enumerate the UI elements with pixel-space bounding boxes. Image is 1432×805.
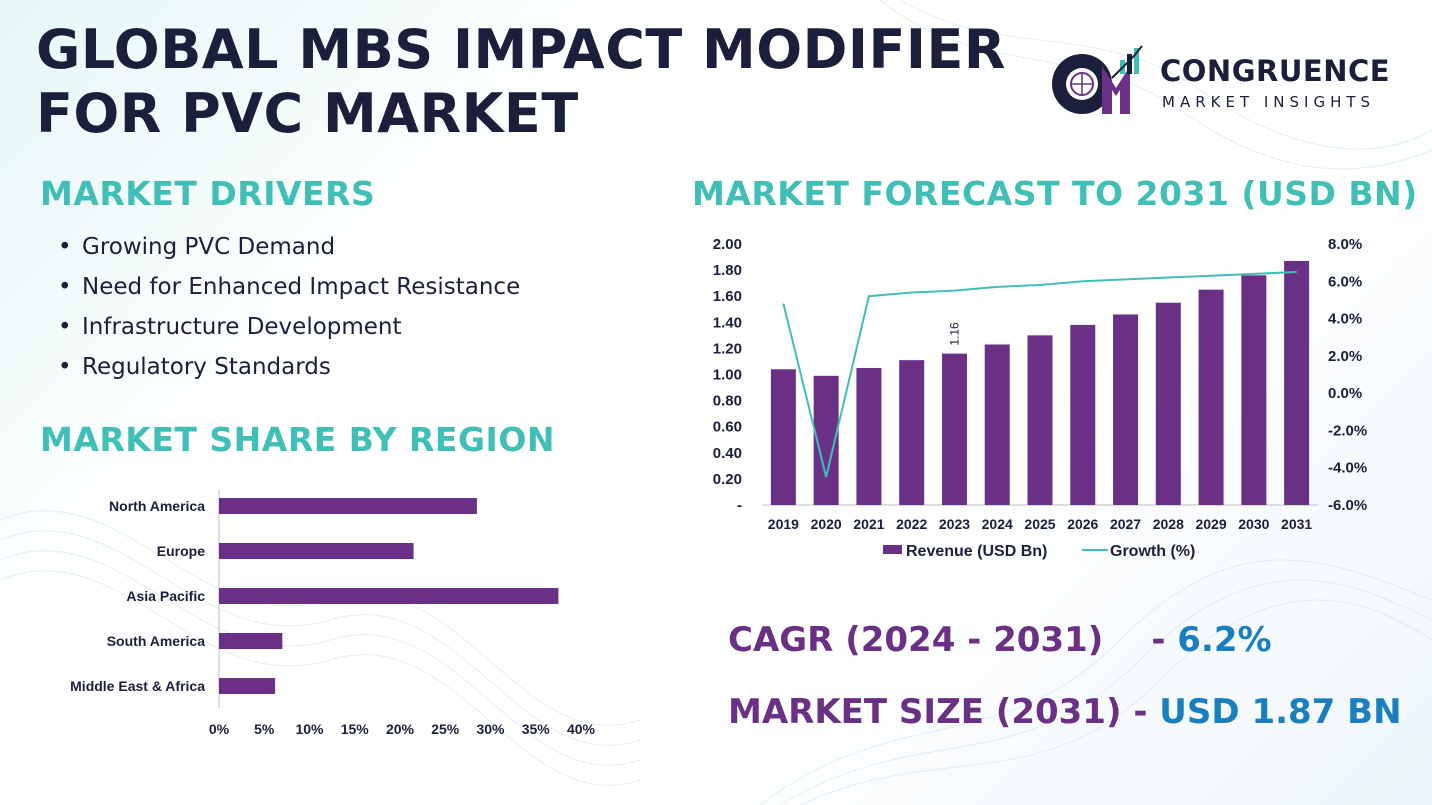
bullet-icon: • xyxy=(58,234,72,260)
region-bar xyxy=(219,498,477,514)
x-tick-label: 2029 xyxy=(1195,516,1226,532)
left-tick-label: 2.00 xyxy=(713,236,742,253)
list-item: • Growing PVC Demand xyxy=(58,232,520,272)
drivers-list: • Growing PVC Demand • Need for Enhanced I… xyxy=(58,232,520,392)
region-bar xyxy=(219,633,283,649)
right-tick-label: 8.0% xyxy=(1328,236,1362,253)
x-tick-label: 2023 xyxy=(939,516,970,532)
driver-text: Regulatory Standards xyxy=(82,354,331,380)
cagr-separator: - xyxy=(1151,620,1178,660)
x-tick-label: 2022 xyxy=(896,516,927,532)
x-tick-label: 2031 xyxy=(1281,516,1312,532)
x-tick-label: 2025 xyxy=(1024,516,1055,532)
legend-swatch-revenue xyxy=(883,545,902,554)
region-bar xyxy=(219,588,559,604)
x-tick-label: 2021 xyxy=(853,516,884,532)
region-bar xyxy=(219,678,276,694)
bullet-icon: • xyxy=(58,354,72,380)
market-size-value: USD 1.87 BN xyxy=(1159,692,1402,732)
revenue-bar xyxy=(856,367,882,505)
x-tick-label: 20% xyxy=(386,721,415,737)
revenue-bar xyxy=(770,369,796,505)
left-tick-label: 0.80 xyxy=(713,393,742,410)
revenue-bar xyxy=(1027,335,1053,505)
left-tick-label: 0.60 xyxy=(713,419,742,436)
x-tick-label: 5% xyxy=(254,721,275,737)
forecast-heading: MARKET FORECAST TO 2031 (USD BN) xyxy=(692,174,1418,213)
right-tick-label: -4.0% xyxy=(1328,460,1367,477)
x-tick-label: 2026 xyxy=(1067,516,1098,532)
revenue-bar xyxy=(1198,289,1224,505)
right-tick-label: -6.0% xyxy=(1328,497,1367,514)
x-tick-label: 2019 xyxy=(768,516,799,532)
bullet-icon: • xyxy=(58,314,72,340)
region-label: Middle East & Africa xyxy=(70,678,205,694)
left-tick-label: 1.00 xyxy=(713,367,742,384)
logo-subtitle: MARKET INSIGHTS xyxy=(1162,93,1376,111)
x-tick-label: 40% xyxy=(567,721,596,737)
cagr-value: 6.2% xyxy=(1177,620,1272,660)
cagr-label: CAGR (2024 - 2031) xyxy=(728,620,1104,660)
region-bar xyxy=(219,543,414,559)
x-tick-label: 35% xyxy=(522,721,551,737)
x-tick-label: 2020 xyxy=(811,516,842,532)
x-tick-label: 2027 xyxy=(1110,516,1141,532)
revenue-bar xyxy=(1113,314,1139,505)
x-tick-label: 10% xyxy=(295,721,324,737)
right-tick-label: 4.0% xyxy=(1328,311,1362,328)
left-tick-label: 1.80 xyxy=(713,262,742,279)
x-tick-label: 0% xyxy=(209,721,230,737)
driver-text: Need for Enhanced Impact Resistance xyxy=(82,274,521,300)
left-tick-label: 1.60 xyxy=(713,288,742,305)
growth-line xyxy=(782,270,1297,478)
region-share-chart: North America Europe Asia Pacific South Ame… xyxy=(70,490,596,737)
list-item: • Need for Enhanced Impact Resistance xyxy=(58,272,520,312)
drivers-heading: MARKET DRIVERS xyxy=(40,174,376,213)
x-tick-label: 25% xyxy=(431,721,460,737)
driver-text: Infrastructure Development xyxy=(82,314,402,340)
region-heading: MARKET SHARE BY REGION xyxy=(40,420,555,459)
market-size-label: MARKET SIZE (2031) xyxy=(728,692,1122,732)
x-tick-label: 30% xyxy=(476,721,505,737)
cagr-stat: CAGR (2024 - 2031) - 6.2% xyxy=(728,620,1272,660)
page-title: GLOBAL MBS IMPACT MODIFIER FOR PVC MARKE… xyxy=(36,18,1006,145)
right-tick-label: 6.0% xyxy=(1328,273,1362,290)
market-size-stat: MARKET SIZE (2031) - USD 1.87 BN xyxy=(728,692,1402,732)
x-tick-label: 15% xyxy=(341,721,370,737)
revenue-bar xyxy=(1241,275,1267,505)
region-label: North America xyxy=(109,498,205,514)
left-tick-label: 1.40 xyxy=(713,314,742,331)
company-logo: CONGRUENCE MARKET INSIGHTS xyxy=(1046,44,1406,120)
logo-name: CONGRUENCE xyxy=(1160,54,1391,88)
legend-label-revenue: Revenue (USD Bn) xyxy=(906,543,1047,560)
right-tick-label: 2.0% xyxy=(1328,348,1362,365)
left-tick-label: 0.40 xyxy=(713,445,742,462)
x-tick-label: 2028 xyxy=(1153,516,1184,532)
revenue-bar xyxy=(984,344,1010,505)
x-tick-label: 2024 xyxy=(982,516,1013,532)
right-tick-label: -2.0% xyxy=(1328,422,1367,439)
data-label: 1.16 xyxy=(947,322,961,346)
x-tick-label: 2030 xyxy=(1238,516,1269,532)
region-label: Europe xyxy=(157,543,205,559)
list-item: • Regulatory Standards xyxy=(58,352,520,392)
revenue-bar xyxy=(1155,302,1181,505)
revenue-bar xyxy=(899,360,925,505)
logo-mark-icon xyxy=(1052,45,1143,114)
left-tick-label: 0.20 xyxy=(713,471,742,488)
legend-label-growth: Growth (%) xyxy=(1110,543,1195,560)
left-tick-label: 1.20 xyxy=(713,340,742,357)
bullet-icon: • xyxy=(58,274,72,300)
region-label: South America xyxy=(107,633,205,649)
list-item: • Infrastructure Development xyxy=(58,312,520,352)
revenue-bar xyxy=(1070,324,1096,505)
right-tick-label: 0.0% xyxy=(1328,385,1362,402)
market-size-separator: - xyxy=(1121,692,1160,732)
forecast-chart: - 0.20 0.40 0.60 0.80 1.00 1.20 1.40 1.60 1.80 2.0… xyxy=(713,236,1367,560)
region-label: Asia Pacific xyxy=(126,588,205,604)
left-tick-label: - xyxy=(737,497,742,514)
driver-text: Growing PVC Demand xyxy=(82,234,336,260)
revenue-bar xyxy=(1284,260,1310,505)
revenue-bar xyxy=(941,353,967,505)
